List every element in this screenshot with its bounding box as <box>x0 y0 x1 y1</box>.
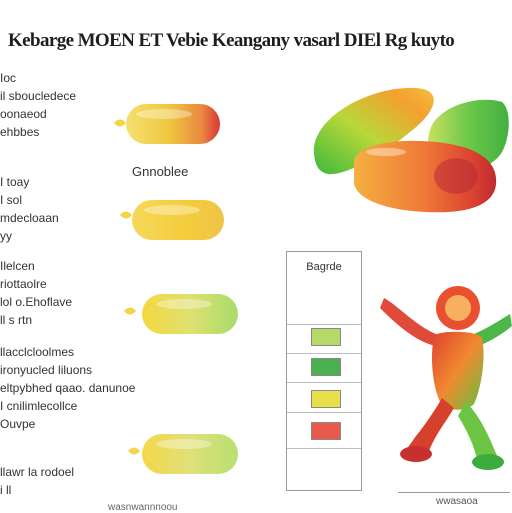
text-line: i ll <box>0 483 12 497</box>
legend-divider <box>287 324 361 325</box>
legend-swatch <box>311 390 341 408</box>
capsule-caption: Gnnoblee <box>132 164 189 179</box>
text-line: llawr la rodoel <box>0 466 75 479</box>
page-title: Kebarge MOEN ET Vebie Keangany vasarl DI… <box>8 30 455 51</box>
text-line: eltpybhed qaao. danunoe <box>0 381 136 395</box>
text-line: I cnilimlecollce <box>0 399 78 413</box>
legend-panel: Bagrde <box>286 251 362 491</box>
text-line: Ioc <box>0 72 17 85</box>
text-line: Ilelcen <box>0 260 35 273</box>
legend-swatch <box>311 422 341 440</box>
text-line: ironyucled liluons <box>0 363 93 377</box>
text-line: Ouvpe <box>0 417 36 431</box>
gummy-figure-icon <box>380 286 512 470</box>
capsule-icon <box>132 200 224 240</box>
text-block-3: Ilelcen riottaolre lol o.Ehoflave ll s r… <box>0 260 112 327</box>
legend-title: Bagrde <box>306 261 342 273</box>
capsule-icon <box>142 434 238 474</box>
tip-marker-icon <box>124 307 136 315</box>
tip-marker-icon <box>114 119 126 127</box>
text-line: riottaolre <box>0 277 47 291</box>
baseline-label: wwasaoa <box>436 496 478 507</box>
text-line: I toay <box>0 176 30 189</box>
text-line: llacclcloolmes <box>0 346 75 359</box>
text-block-4: llacclcloolmes ironyucled liluons eltpyb… <box>0 346 240 431</box>
text-line: ll s rtn <box>0 313 33 327</box>
text-line: oonaeod <box>0 107 47 121</box>
tip-marker-icon <box>128 447 140 455</box>
text-line: I sol <box>0 193 23 207</box>
tip-marker-icon <box>120 211 132 219</box>
legend-divider <box>287 412 361 413</box>
text-line: ehbbes <box>0 125 40 139</box>
legend-divider <box>287 448 361 449</box>
footer-text: wasnwannnoou <box>108 502 178 513</box>
text-line: lol o.Ehoflave <box>0 295 73 309</box>
capsule-icon <box>126 104 220 144</box>
text-block-5: llawr la rodoel i ll <box>0 466 112 497</box>
text-line: yy <box>0 229 12 243</box>
text-block-1: Ioc il sboucledece oonaeod ehbbes <box>0 72 112 139</box>
legend-divider <box>287 382 361 383</box>
text-block-2: I toay I sol mdecloaan yy <box>0 176 112 243</box>
capsule-icon <box>142 294 238 334</box>
legend-swatch <box>311 358 341 376</box>
text-line: il sboucledece <box>0 89 77 103</box>
legend-swatch <box>311 328 341 346</box>
legend-divider <box>287 353 361 354</box>
gummy-candy-icon <box>313 87 509 213</box>
baseline-rule <box>398 492 510 493</box>
text-line: mdecloaan <box>0 211 59 225</box>
